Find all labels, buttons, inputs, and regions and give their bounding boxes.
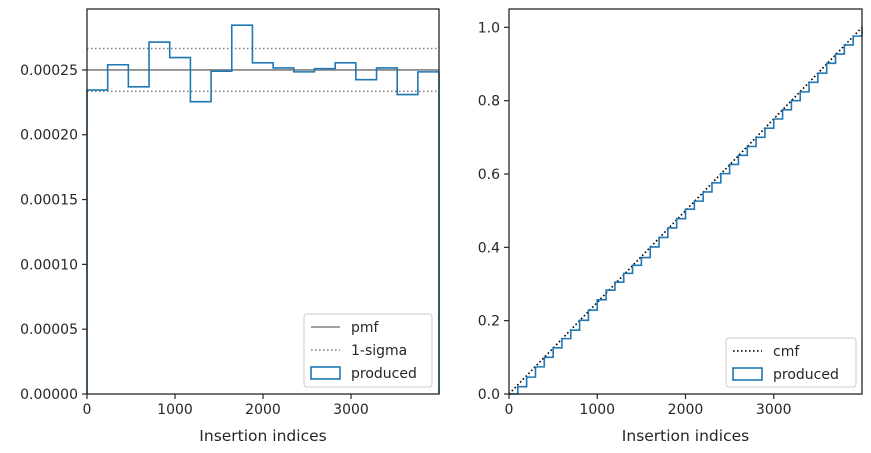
- x-tick-label: 0: [505, 402, 514, 418]
- y-axis: 0.00000 0.00005 0.00010 0.00015 0.00020 0.000…: [20, 63, 87, 403]
- legend-label: produced: [773, 367, 839, 383]
- legend-label: 1-sigma: [351, 343, 407, 359]
- produced-cumulative-line: [509, 27, 863, 395]
- y-tick-label: 0.0: [478, 387, 500, 403]
- y-tick-label: 0.00010: [20, 257, 78, 273]
- legend-label: cmf: [773, 344, 800, 360]
- y-tick-label: 0.8: [478, 94, 500, 110]
- legend-label: pmf: [351, 320, 380, 336]
- x-axis-label: Insertion indices: [199, 427, 326, 445]
- x-axis-label: Insertion indices: [622, 427, 749, 445]
- y-tick-label: 0.00025: [20, 63, 78, 79]
- y-tick-label: 0.4: [478, 240, 500, 256]
- legend: pmf 1-sigma produced: [303, 313, 433, 388]
- plot-area: [86, 24, 440, 394]
- produced-histogram: [86, 24, 440, 394]
- legend-swatch-produced: [310, 366, 341, 380]
- legend-swatch-produced: [732, 367, 763, 381]
- legend-label: produced: [351, 366, 417, 382]
- axes-frame: [508, 8, 863, 395]
- y-tick-label: 0.00020: [20, 128, 78, 144]
- x-tick-label: 2000: [245, 402, 281, 418]
- y-tick-label: 0.00000: [20, 387, 78, 403]
- x-tick-label: 1000: [579, 402, 615, 418]
- x-tick-label: 0: [83, 402, 92, 418]
- plot-area: [508, 26, 863, 395]
- legend-box: [303, 313, 433, 388]
- y-tick-label: 0.2: [478, 314, 500, 330]
- x-tick-label: 1000: [157, 402, 193, 418]
- y-tick-label: 1.0: [478, 20, 500, 36]
- legend: cmf produced: [725, 337, 857, 388]
- y-tick-label: 0.00015: [20, 193, 78, 209]
- x-tick-label: 3000: [333, 402, 369, 418]
- x-axis: 0 1000 2000 3000 Insertion indices: [505, 394, 792, 445]
- y-tick-label: 0.00005: [20, 322, 78, 338]
- x-tick-label: 2000: [668, 402, 704, 418]
- cmf-line: [508, 26, 863, 395]
- x-axis: 0 1000 2000 3000 Insertion indices: [83, 394, 369, 445]
- y-tick-label: 0.6: [478, 167, 500, 183]
- x-tick-label: 3000: [756, 402, 792, 418]
- y-axis: 0.0 0.2 0.4 0.6 0.8 1.0: [478, 20, 509, 403]
